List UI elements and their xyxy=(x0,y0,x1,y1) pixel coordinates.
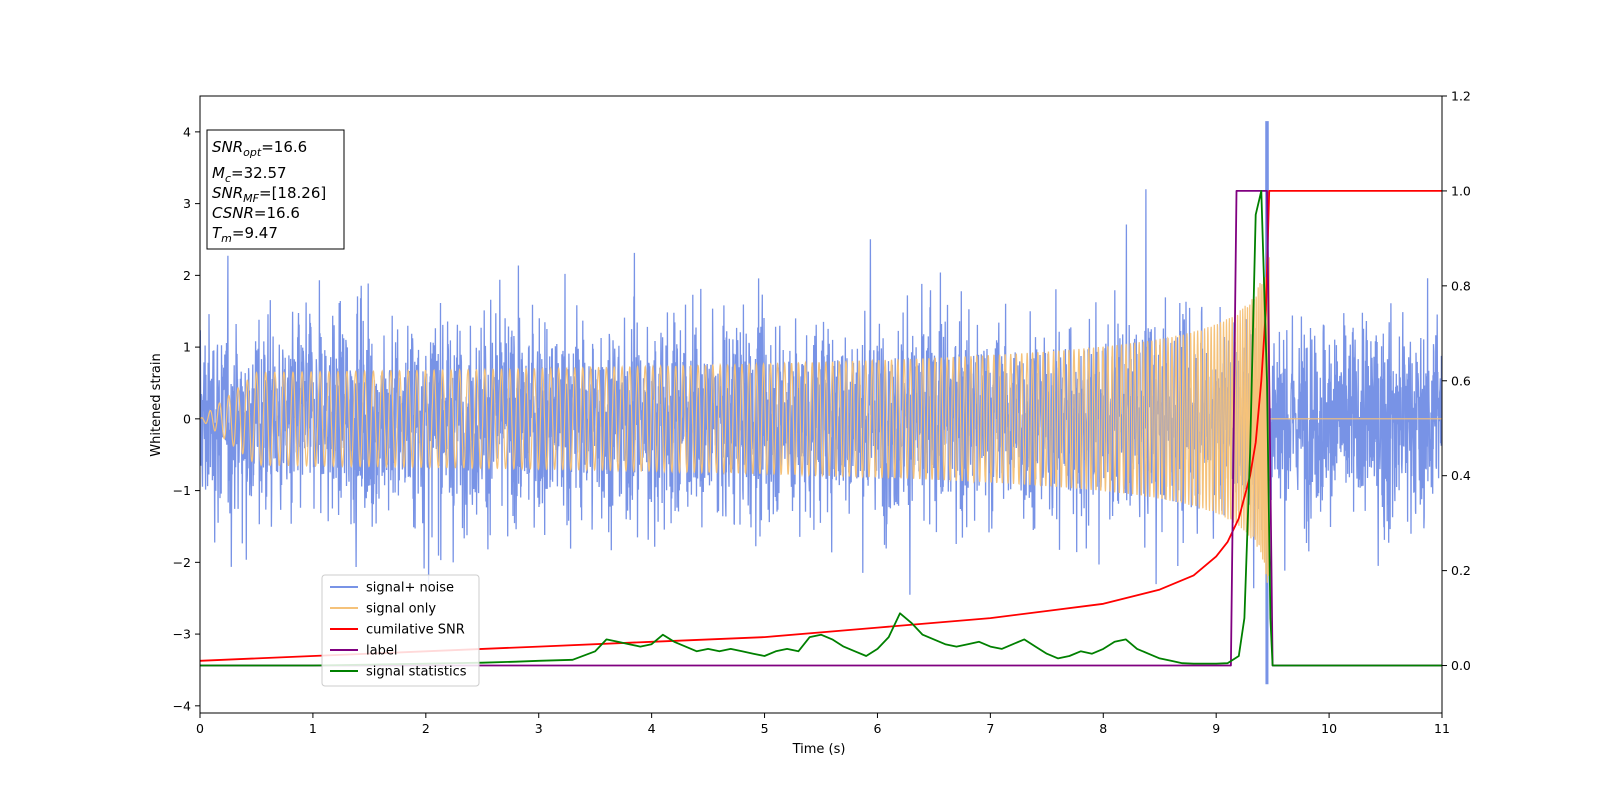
y-tick-label: 1 xyxy=(183,340,191,355)
x-axis-label: Time (s) xyxy=(792,742,846,757)
plot-frame xyxy=(199,95,1443,714)
x-tick-label: 7 xyxy=(986,721,994,736)
series-signal-statistics xyxy=(200,190,1442,667)
y2-tick-label: 1.0 xyxy=(1451,183,1471,198)
x-axis: 0 1 2 3 4 5 6 7 8 9 10 11 xyxy=(196,713,1450,736)
annotation-line: Tm=9.47 xyxy=(212,224,278,245)
x-tick-label: 11 xyxy=(1434,721,1450,736)
x-tick-label: 6 xyxy=(873,721,881,736)
annotation-line: SNRopt=16.6 xyxy=(212,138,307,159)
y-tick-label: 4 xyxy=(183,124,191,139)
y2-tick-label: 0.4 xyxy=(1451,468,1471,483)
x-tick-label: 10 xyxy=(1321,721,1337,736)
y-tick-label: −4 xyxy=(173,698,191,713)
y2-tick-label: 0.6 xyxy=(1451,373,1471,388)
annotation-frame xyxy=(206,129,345,250)
legend-entry: signal+ noise xyxy=(366,581,454,596)
y-tick-label: 3 xyxy=(183,196,191,211)
x-tick-label: 4 xyxy=(648,721,656,736)
y-tick-label: 2 xyxy=(183,268,191,283)
legend: signal+ noise signal only cumilative SNR la… xyxy=(321,574,480,687)
series-cumulative-snr xyxy=(200,190,1442,662)
y2-tick-label: 0.0 xyxy=(1451,658,1471,673)
legend-entry: signal statistics xyxy=(366,665,467,680)
y-tick-label: −1 xyxy=(173,483,191,498)
annotation-line: CSNR=16.6 xyxy=(212,204,300,222)
x-tick-label: 2 xyxy=(422,721,430,736)
y2-tick-label: 0.2 xyxy=(1451,563,1471,578)
y-axis-right: 0.0 0.2 0.4 0.6 0.8 1.0 1.2 xyxy=(1442,89,1471,673)
series-layer xyxy=(200,121,1442,685)
x-tick-label: 0 xyxy=(196,721,204,736)
x-tick-label: 1 xyxy=(309,721,317,736)
y2-tick-label: 0.8 xyxy=(1451,278,1471,293)
y-tick-label: −2 xyxy=(173,555,191,570)
annotation-box: SNRopt=16.6 Mc=32.57SNRMF=[18.26]CSNR=16.… xyxy=(206,129,345,250)
x-tick-label: 3 xyxy=(535,721,543,736)
legend-entry: signal only xyxy=(366,602,436,617)
y-tick-label: 0 xyxy=(183,411,191,426)
y-axis-left: −4 −3 −2 −1 0 1 2 3 4 xyxy=(173,124,200,713)
x-tick-label: 5 xyxy=(761,721,769,736)
x-tick-label: 8 xyxy=(1099,721,1107,736)
y-tick-label: −3 xyxy=(173,627,191,642)
x-tick-label: 9 xyxy=(1212,721,1220,736)
legend-frame xyxy=(321,574,480,687)
legend-entry: label xyxy=(366,644,397,659)
annotation-line: Mc=32.57 xyxy=(212,164,287,185)
y-axis-label: Whitened strain xyxy=(149,353,164,456)
legend-entry: cumilative SNR xyxy=(366,623,465,638)
annotation-line: SNRMF=[18.26] xyxy=(212,184,326,205)
y2-tick-label: 1.2 xyxy=(1451,89,1471,104)
